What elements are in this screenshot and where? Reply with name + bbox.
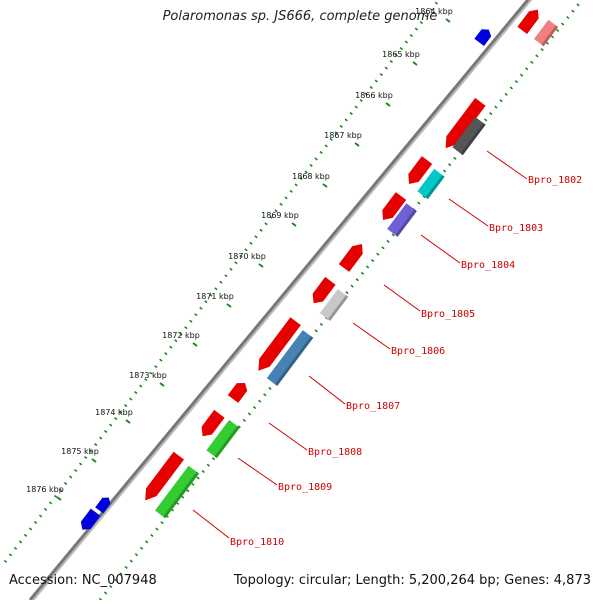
gene-label: Bpro_1804 [461,260,515,271]
gene-arrow-red-2 [408,156,433,184]
gene-arrow-red-4 [338,244,363,272]
gene-block-pink-top [534,19,558,47]
tick-label: 1868 kbp [292,172,330,181]
tick-label: 1876 kbp [26,485,64,494]
gene-arrow-red-5 [312,276,336,304]
gene-block-steelblue [266,330,314,386]
tick-mark [192,342,198,347]
tick-mark [445,18,451,23]
tick-label: 1867 kbp [324,131,362,140]
tick-mark [354,142,360,147]
tick-label: 1866 kbp [355,91,393,100]
tick-label: 1870 kbp [228,252,266,261]
tick-mark [385,102,391,107]
tick-mark [91,458,97,463]
gene-arrow-red-top [517,9,539,34]
tick-mark [125,419,131,424]
accession-text: Accession: NC_007948 [9,573,157,588]
tick-label: 1872 kbp [162,331,200,340]
gene-arrow-blue-bottom-1 [80,508,101,530]
dotted-ring-layer [3,0,584,601]
gene-block-green-1 [206,419,240,459]
backbone-shadow [30,0,533,602]
gene-block-purple [387,203,417,237]
gene-arrow-red-6 [258,317,301,371]
gene-label: Bpro_1808 [308,447,362,458]
gene-label-leader [352,322,391,350]
ticks-layer: 1864 kbp 1865 kbp 1866 kbp 1867 kbp 1868 kbp… [26,7,453,501]
backbone-line [28,0,530,601]
gene-labels-layer: Bpro_1802 Bpro_1803 Bpro_1804 Bpro_1805 Bpro… [192,150,582,548]
gene-arrow-red-8 [201,409,225,437]
gene-block-darkgray [452,116,486,156]
gene-label-leader [420,234,461,264]
gene-label: Bpro_1807 [346,401,400,412]
tick-mark [56,496,62,501]
gene-arrow-red-7 [227,383,248,403]
gene-label-leader [268,422,308,451]
backbone-layer [28,0,533,602]
tick-label: 1874 kbp [95,408,133,417]
tick-label: 1875 kbp [61,447,99,456]
gene-label: Bpro_1802 [528,175,582,186]
gene-block-green-2 [155,465,199,519]
tick-label: 1864 kbp [415,7,453,16]
gene-label-leader [308,375,346,405]
tick-mark [291,222,297,227]
tick-label: 1873 kbp [129,371,167,380]
gene-arrow-red-1 [445,97,486,149]
gene-label: Bpro_1809 [278,482,332,493]
tick-mark [412,61,418,66]
gene-label-leader [237,457,278,486]
gene-label-leader [383,284,421,312]
genome-summary-text: Topology: circular; Length: 5,200,264 bp… [233,573,591,588]
gene-block-cyan [417,168,445,200]
gene-block-lightgray [319,289,349,321]
gene-arrow-blue-top [474,29,492,46]
tick-label: 1865 kbp [382,50,420,59]
gene-label: Bpro_1806 [391,346,445,357]
gene-label-leader [448,198,489,227]
gene-label: Bpro_1810 [230,537,284,548]
tick-mark [226,303,232,308]
tick-label: 1871 kbp [196,292,234,301]
tick-mark [159,382,165,387]
tick-mark [258,263,264,268]
gene-label: Bpro_1805 [421,309,475,320]
outer-dotted-ring [3,0,441,563]
gene-arrow-red-9 [145,451,184,501]
gene-arrow-blue-bottom-2 [95,497,111,514]
gene-arrow-red-3 [382,192,407,220]
gene-label-leader [192,509,230,539]
features-layer [80,9,558,530]
gene-label: Bpro_1803 [489,223,543,234]
gene-label-leader [486,150,528,180]
genome-title: Polaromonas sp. JS666, complete genome [162,9,438,24]
tick-label: 1869 kbp [261,211,299,220]
tick-mark [322,183,328,188]
